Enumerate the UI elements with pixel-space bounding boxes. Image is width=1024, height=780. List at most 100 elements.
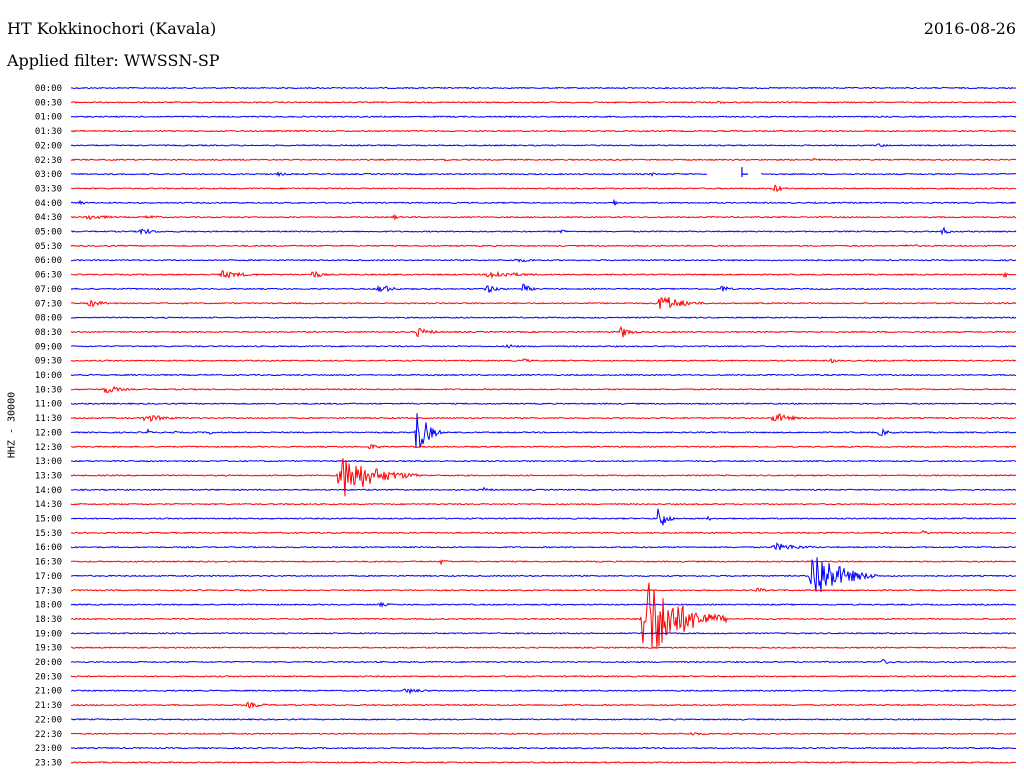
seismic-trace	[70, 459, 1017, 463]
trace-row-2330: 23:30	[35, 758, 1017, 768]
trace-row-2230: 22:30	[35, 730, 1017, 740]
seismic-trace	[70, 385, 1017, 394]
trace-row-0100: 01:00	[35, 113, 1017, 123]
filter-label: Applied filter: WWSSN-SP	[7, 51, 220, 70]
time-label: 10:00	[35, 371, 62, 381]
time-label: 15:30	[35, 529, 62, 539]
time-label: 22:30	[35, 730, 62, 740]
trace-row-0430: 04:30	[35, 213, 1017, 223]
trace-row-0330: 03:30	[35, 184, 1017, 194]
trace-row-1230: 12:30	[35, 443, 1017, 453]
time-label: 11:00	[35, 400, 62, 410]
time-label: 13:00	[35, 457, 62, 467]
trace-row-2000: 20:00	[35, 658, 1017, 668]
seismic-trace	[70, 529, 1017, 535]
seismic-trace	[70, 100, 1017, 105]
seismic-trace	[70, 157, 1017, 162]
trace-row-1700: 17:00	[35, 557, 1017, 593]
seismic-trace	[70, 86, 1017, 90]
seismic-trace	[70, 731, 1017, 736]
trace-row-1200: 12:00	[35, 413, 1017, 449]
trace-row-1500: 15:00	[35, 508, 1017, 526]
time-label: 21:30	[35, 701, 62, 711]
seismic-trace	[70, 486, 1017, 492]
seismic-trace	[70, 296, 1017, 310]
data-gap-marker	[741, 167, 748, 178]
time-label: 03:00	[35, 170, 62, 180]
seismic-trace	[70, 458, 1017, 497]
seismic-trace	[70, 171, 1017, 178]
trace-row-1300: 13:00	[35, 457, 1017, 467]
trace-row-0400: 04:00	[35, 198, 1017, 209]
time-label: 05:30	[35, 242, 62, 252]
time-label: 22:00	[35, 715, 62, 725]
time-label: 00:30	[35, 98, 62, 108]
seismic-trace	[70, 413, 1017, 422]
time-label: 03:30	[35, 184, 62, 194]
time-label: 06:00	[35, 256, 62, 266]
time-label: 17:00	[35, 572, 62, 582]
seismic-trace	[70, 283, 1017, 293]
time-label: 11:30	[35, 414, 62, 424]
time-label: 12:00	[35, 428, 62, 438]
time-label: 00:00	[35, 84, 62, 94]
seismic-trace	[70, 632, 1017, 635]
time-label: 06:30	[35, 271, 62, 281]
trace-row-2200: 22:00	[35, 715, 1017, 725]
trace-row-0800: 08:00	[35, 314, 1017, 324]
time-label: 23:00	[35, 744, 62, 754]
trace-row-0000: 00:00	[35, 84, 1017, 94]
trace-row-0630: 06:30	[35, 270, 1017, 281]
trace-row-0730: 07:30	[35, 296, 1017, 310]
time-label: 02:30	[35, 156, 62, 166]
time-label: 16:00	[35, 543, 62, 553]
station-title: HT Kokkinochori (Kavala)	[7, 19, 217, 38]
trace-row-2100: 21:00	[35, 687, 1017, 697]
seismic-trace	[70, 213, 1017, 221]
trace-row-0900: 09:00	[35, 342, 1017, 352]
seismic-trace	[70, 343, 1017, 349]
seismic-trace	[70, 129, 1017, 133]
seismic-trace	[70, 542, 1017, 551]
trace-row-1400: 14:00	[35, 486, 1017, 496]
trace-row-2300: 23:00	[35, 744, 1017, 754]
seismic-trace	[70, 718, 1017, 721]
time-label: 12:30	[35, 443, 62, 453]
trace-row-1900: 19:00	[35, 629, 1017, 639]
time-label: 14:30	[35, 500, 62, 510]
seismic-trace	[70, 258, 1017, 263]
seismic-trace	[70, 659, 1017, 664]
time-label: 08:30	[35, 328, 62, 338]
time-label: 20:00	[35, 658, 62, 668]
time-label: 18:00	[35, 601, 62, 611]
trace-row-0700: 07:00	[35, 283, 1017, 295]
seismic-trace	[70, 761, 1017, 764]
trace-row-1930: 19:30	[35, 644, 1017, 654]
trace-row-0830: 08:30	[35, 325, 1017, 338]
seismic-trace	[70, 557, 1017, 593]
time-label: 23:30	[35, 758, 62, 768]
seismic-trace	[70, 502, 1017, 506]
seismic-trace	[70, 646, 1017, 649]
trace-row-0030: 00:30	[35, 98, 1017, 108]
trace-row-2130: 21:30	[35, 701, 1017, 711]
seismic-trace	[70, 746, 1017, 750]
trace-row-1430: 14:30	[35, 500, 1017, 510]
seismic-trace	[70, 373, 1017, 377]
time-label: 02:00	[35, 141, 62, 151]
time-label: 09:00	[35, 342, 62, 352]
time-label: 01:30	[35, 127, 62, 137]
trace-row-1600: 16:00	[35, 542, 1017, 553]
time-label: 01:00	[35, 113, 62, 123]
trace-row-0530: 05:30	[35, 242, 1017, 252]
seismic-trace	[70, 198, 1017, 206]
trace-row-0200: 02:00	[35, 141, 1017, 151]
trace-row-1800: 18:00	[35, 601, 1017, 611]
trace-row-1100: 11:00	[35, 400, 1017, 410]
trace-row-1000: 10:00	[35, 371, 1017, 381]
trace-row-1030: 10:30	[35, 385, 1017, 395]
seismic-trace	[70, 115, 1017, 119]
time-label: 04:30	[35, 213, 62, 223]
time-label: 19:30	[35, 644, 62, 654]
seismic-trace	[70, 582, 1017, 648]
